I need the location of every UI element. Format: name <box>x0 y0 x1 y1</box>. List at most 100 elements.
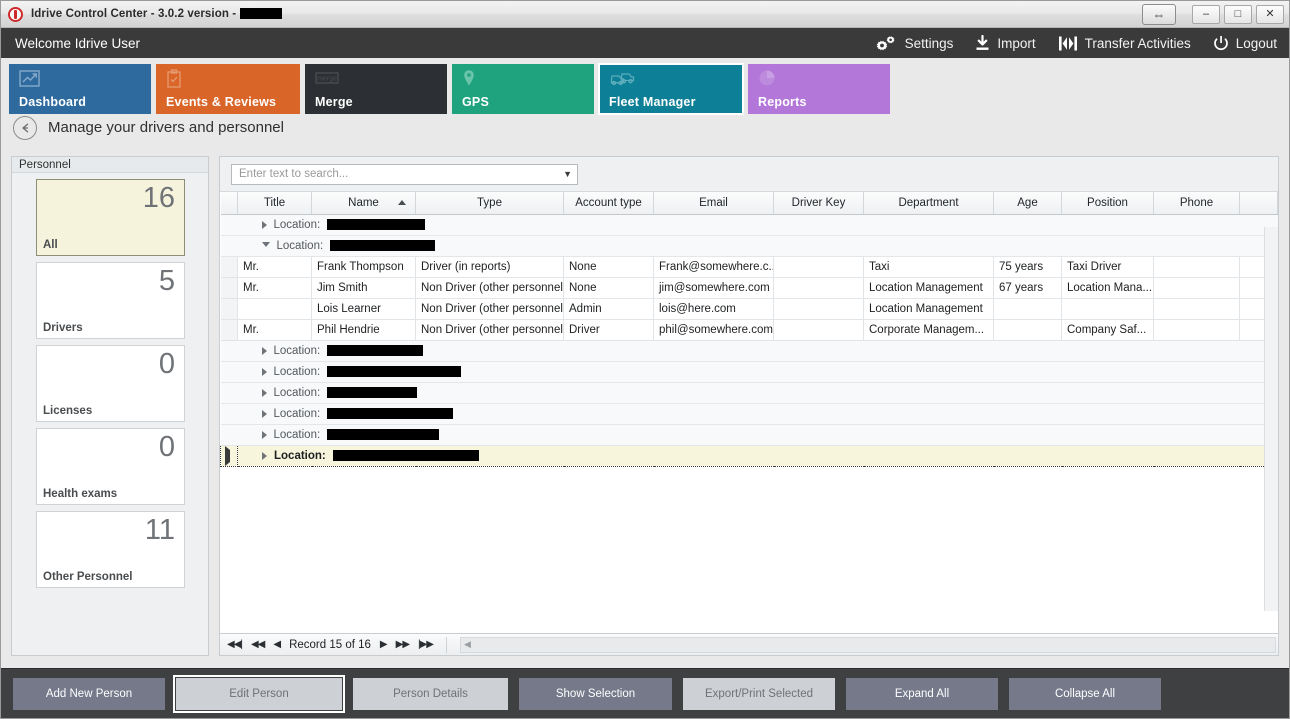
collapse-all-button[interactable]: Collapse All <box>1009 677 1161 710</box>
table-cell-title: Mr. <box>237 256 312 278</box>
group-row[interactable]: Location: <box>220 382 1278 404</box>
group-row[interactable]: Location: <box>220 235 1278 257</box>
table-cell-type: Non Driver (other personnel) <box>415 298 564 320</box>
pager-scroll-left-icon[interactable]: ◀ <box>464 639 471 649</box>
edit-person-button[interactable]: Edit Person <box>173 674 345 713</box>
table-cell-title: Mr. <box>237 319 312 341</box>
pager-horizontal-scrollbar[interactable]: ◀ <box>460 636 1276 653</box>
last-page-icon[interactable]: |▶▶ <box>418 639 434 650</box>
next-page-icon[interactable]: ▶ <box>379 639 388 650</box>
collapse-group-icon[interactable] <box>261 242 270 251</box>
group-label: Location: <box>273 218 321 231</box>
expand-group-icon[interactable] <box>261 367 267 376</box>
app-logo-icon <box>8 6 23 22</box>
group-row[interactable]: Location: <box>220 214 1278 236</box>
table-row[interactable]: Mr. Phil Hendrie Non Driver (other personn… <box>220 319 1278 341</box>
kpi-card-health-exams[interactable]: 0 Health exams <box>36 428 185 505</box>
tile-merge[interactable]: merge Merge <box>305 64 447 114</box>
column-header-age[interactable]: Age <box>993 192 1062 215</box>
window-title: Idrive Control Center - 3.0.2 version - <box>31 8 282 20</box>
record-counter-text: Record 15 of 16 <box>289 638 371 651</box>
window-titlebar: Idrive Control Center - 3.0.2 version - … <box>1 1 1289 28</box>
kpi-card-other-personnel[interactable]: 11 Other Personnel <box>36 511 185 588</box>
kpi-card-licenses[interactable]: 0 Licenses <box>36 345 185 422</box>
table-cell-type: Driver (in reports) <box>415 256 564 278</box>
top-nav-actions: Settings Import <box>876 34 1277 52</box>
group-row[interactable]: Location: <box>220 424 1278 446</box>
add-new-person-button[interactable]: Add New Person <box>13 677 165 710</box>
table-cell-driver-key <box>773 277 864 299</box>
expand-group-icon[interactable] <box>261 346 267 355</box>
kpi-licenses-value: 0 <box>158 348 175 380</box>
table-cell-phone <box>1153 277 1240 299</box>
export-print-selected-button[interactable]: Export/Print Selected <box>683 677 835 710</box>
group-row[interactable]: Location: <box>220 340 1278 362</box>
clipboard-check-icon <box>166 69 300 89</box>
first-page-icon[interactable]: ◀◀| <box>227 639 243 650</box>
kpi-licenses-label: Licenses <box>43 405 93 417</box>
expand-group-icon[interactable] <box>261 430 267 439</box>
group-row[interactable]: Location: <box>220 403 1278 425</box>
window-title-text: Idrive Control Center - 3.0.2 version - <box>31 8 240 20</box>
column-header-title[interactable]: Title <box>237 192 312 215</box>
back-arrow-circle-icon[interactable] <box>13 115 37 140</box>
group-row[interactable]: Location: <box>220 361 1278 383</box>
expand-all-button[interactable]: Expand All <box>846 677 998 710</box>
logout-button[interactable]: Logout <box>1213 35 1277 52</box>
grid-vertical-scrollbar[interactable] <box>1264 227 1278 611</box>
header-indicator-cell <box>220 192 238 215</box>
restore-window-button[interactable]: ⇔ <box>1142 4 1176 25</box>
tile-fleet-manager[interactable]: Fleet Manager <box>598 63 744 115</box>
column-header-department[interactable]: Department <box>863 192 994 215</box>
tile-reports-label: Reports <box>758 95 807 109</box>
search-input[interactable]: Enter text to search... ▼ <box>231 163 578 185</box>
welcome-message: Welcome Idrive User <box>15 35 141 51</box>
column-header-email[interactable]: Email <box>653 192 774 215</box>
column-header-name-label: Name <box>348 196 379 209</box>
group-value-redaction <box>327 387 418 398</box>
table-row[interactable]: Lois Learner Non Driver (other personnel)… <box>220 298 1278 320</box>
svg-text:merge: merge <box>317 76 337 83</box>
expand-group-icon[interactable] <box>262 451 267 460</box>
maximize-button[interactable]: □ <box>1224 5 1252 24</box>
table-body: Location: Location: Mr. Frank Thompson Drive… <box>220 214 1278 467</box>
close-button[interactable]: ✕ <box>1256 5 1284 24</box>
tile-events-reviews[interactable]: Events & Reviews <box>156 64 300 114</box>
column-header-type[interactable]: Type <box>415 192 564 215</box>
show-selection-button[interactable]: Show Selection <box>519 677 672 710</box>
kpi-drivers-label: Drivers <box>43 322 83 334</box>
kpi-card-drivers[interactable]: 5 Drivers <box>36 262 185 339</box>
import-button[interactable]: Import <box>975 34 1036 52</box>
column-header-position[interactable]: Position <box>1061 192 1154 215</box>
table-cell-position: Company Saf... <box>1061 319 1154 341</box>
column-header-filler <box>1239 192 1278 215</box>
tile-fleet-manager-label: Fleet Manager <box>609 95 696 109</box>
tile-dashboard[interactable]: Dashboard <box>9 64 151 114</box>
person-details-button[interactable]: Person Details <box>353 677 508 710</box>
transfer-activities-button[interactable]: Transfer Activities <box>1058 35 1191 52</box>
settings-button[interactable]: Settings <box>876 35 953 52</box>
chevron-down-icon[interactable]: ▼ <box>563 169 572 179</box>
group-row[interactable]: Location: <box>220 444 1278 467</box>
column-header-name[interactable]: Name <box>311 192 416 215</box>
expand-group-icon[interactable] <box>261 409 267 418</box>
expand-group-icon[interactable] <box>261 220 267 229</box>
column-header-account-type[interactable]: Account type <box>563 192 654 215</box>
table-row[interactable]: Mr. Jim Smith Non Driver (other personnel)… <box>220 277 1278 299</box>
table-row[interactable]: Mr. Frank Thompson Driver (in reports) None… <box>220 256 1278 278</box>
minimize-button[interactable]: – <box>1192 5 1220 24</box>
pie-chart-icon <box>758 69 890 89</box>
kpi-card-all[interactable]: 16 All <box>36 179 185 256</box>
tile-gps[interactable]: GPS <box>452 64 594 114</box>
expand-group-icon[interactable] <box>261 388 267 397</box>
prev-page-icon[interactable]: ◀ <box>273 639 281 650</box>
tile-reports[interactable]: Reports <box>748 64 890 114</box>
grid-scroll-region[interactable]: Title Name Type Account type Email Drive… <box>220 192 1278 633</box>
top-action-bar: Welcome Idrive User Settings <box>1 28 1289 58</box>
next-block-icon[interactable]: ▶▶ <box>395 639 410 650</box>
column-header-phone[interactable]: Phone <box>1153 192 1240 215</box>
column-header-driver-key[interactable]: Driver Key <box>773 192 864 215</box>
prev-block-icon[interactable]: ◀◀ <box>250 639 265 650</box>
import-label: Import <box>997 35 1036 51</box>
